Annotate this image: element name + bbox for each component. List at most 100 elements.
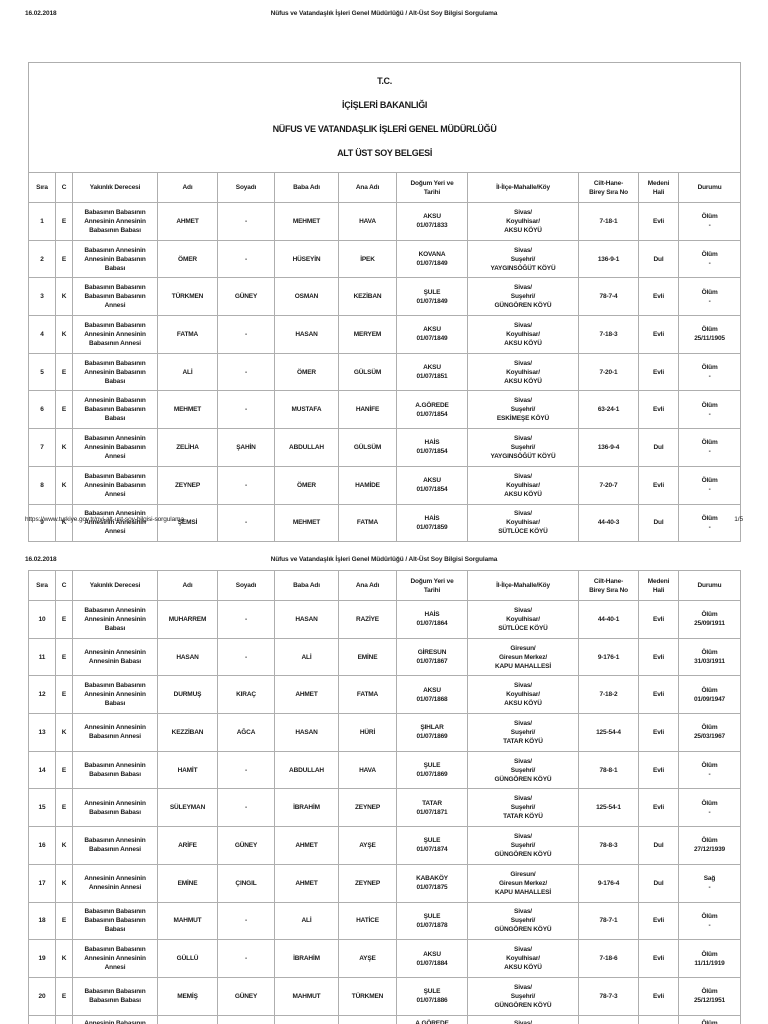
cell-durumu: Ölüm 01/09/1947 [678,675,741,715]
cell-adi: EMİNE [157,863,218,903]
table-row: 14 E Babasının Annesinin Babasının Babası H… [28,750,741,790]
cell-soyadi: - [217,390,275,430]
cell-adi [157,1014,218,1024]
cell-c: E [55,352,73,392]
cell-ana-adi: HÜRİ [338,713,397,752]
column-header-medeni-hali: Medeni Hali [638,172,679,203]
cell-cilt-hane-birey-sira-no: 78-7-3 [578,976,639,1016]
cell-dogum-yeri-ve-tarihi: ŞULE 01/07/1849 [396,277,468,317]
cell-sira [28,1014,56,1024]
cell-adi: FATMA [157,315,218,354]
cell-c: E [55,390,73,430]
cell-adi: MAHMUT [157,901,218,941]
cell-medeni-hali: Evli [638,637,679,677]
cell-medeni-hali: Dul [638,428,679,467]
table-row: 1 E Babasının Babasının Annesinin Annesini… [28,202,742,241]
cell-c [55,1014,73,1024]
cell-ana-adi: AYŞE [338,939,397,978]
cell-soyadi: GÜNEY [217,277,275,317]
cell-cilt-hane-birey-sira-no: 78-8-1 [578,750,639,790]
cell-il-ilce-mahalle-koy: Sivas/ Suşehri/ GÜNGÖREN KÖYÜ [467,826,579,865]
cell-yakinlik-derecesi: Babasının Annesinin Babasının Babası [72,750,158,790]
cell-dogum-yeri-ve-tarihi: AKSU 01/07/1854 [396,465,468,505]
cell-c: K [55,939,73,978]
cell-durumu: Ölüm - [678,788,741,828]
cell-sira: 5 [28,352,56,392]
cell-dogum-yeri-ve-tarihi: A.GÖREDE 01/07/1854 [396,390,468,430]
cell-adi: MEMİŞ [157,976,218,1016]
cell-il-ilce-mahalle-koy: Sivas/ Koyulhisar/ AKSU KÖYÜ [467,465,579,505]
cell-dogum-yeri-ve-tarihi: GİRESUN 01/07/1867 [396,637,468,677]
table-row: 12 E Babasının Babasının Annesinin Annesin… [28,675,741,715]
cell-soyadi: - [217,315,275,354]
document-title-block: T.C. İÇİŞLERİ BAKANLIĞI NÜFUS VE VATANDA… [27,62,742,173]
cell-il-ilce-mahalle-koy: Sivas/ Suşehri/ GÜNGÖREN KÖYÜ [467,976,579,1016]
cell-baba-adi [274,1014,339,1024]
cell-adi: TÜRKMEN [157,277,218,317]
cell-durumu: Ölüm - [677,277,742,317]
cell-medeni-hali: Evli [638,788,679,828]
cell-baba-adi: MAHMUT [274,976,339,1016]
cell-cilt-hane-birey-sira-no [578,1014,639,1024]
cell-il-ilce-mahalle-koy: Giresun/ Giresun Merkez/ KAPU MAHALLESİ [467,863,579,903]
cell-sira: 15 [28,788,56,828]
cell-il-ilce-mahalle-koy: Sivas/ Suşehri/ ESKİMEŞE KÖYÜ [467,390,579,430]
cell-il-ilce-mahalle-koy: Sivas/ Suşehri/ TATAR KÖYÜ [467,713,579,752]
cell-dogum-yeri-ve-tarihi: ŞULE 01/07/1874 [396,826,468,865]
cell-durumu: Ölüm - [677,465,742,505]
cell-adi: MEHMET [157,390,218,430]
column-header-soyadi: Soyadı [217,570,275,601]
cell-il-ilce-mahalle-koy: Sivas/ Suşehri/ TATAR KÖYÜ [467,788,579,828]
column-header-sira: Sıra [28,570,56,601]
cell-dogum-yeri-ve-tarihi: AKSU 01/07/1868 [396,675,468,715]
cell-il-ilce-mahalle-koy: Sivas/ Suşehri/ YAYGINSÖĞÜT KÖYÜ [467,428,579,467]
cell-sira: 8 [28,465,56,505]
cell-durumu: Ölüm - [678,901,741,941]
cell-il-ilce-mahalle-koy: Sivas/ Suşehri/ GÜNGÖREN KÖYÜ [467,750,579,790]
cell-cilt-hane-birey-sira-no: 7-20-7 [578,465,639,505]
cell-baba-adi: HÜSEYİN [274,239,339,279]
cell-cilt-hane-birey-sira-no: 7-18-2 [578,675,639,715]
cell-soyadi: - [217,637,275,677]
footer-url: https://www.turkiye.gov.tr/nvi-alt-ust-s… [25,516,184,523]
title-ministry: İÇİŞLERİ BAKANLIĞI [342,100,428,110]
cell-ana-adi: TÜRKMEN [338,976,397,1016]
cell-dogum-yeri-ve-tarihi: ŞULE 01/07/1886 [396,976,468,1016]
cell-sira: 9 [28,503,56,543]
cell-il-ilce-mahalle-koy: Sivas/ [467,1014,579,1024]
cell-medeni-hali: Evli [638,901,679,941]
footer-page-number: 1/5 [734,516,743,523]
cell-medeni-hali: Evli [638,390,679,430]
table-row: 3 K Babasının Babasının Babasının Babasını… [28,277,742,317]
cell-durumu: Ölüm - [677,390,742,430]
cell-ana-adi: RAZİYE [338,600,397,639]
cell-ana-adi: FATMA [338,503,397,543]
page1-header: 16.02.2018 Nüfus ve Vatandaşlık İşleri G… [0,10,768,22]
table-header-row: Sıra C Yakınlık Derecesi Adı Soyadı Baba Adı A… [28,172,742,203]
cell-adi: ŞEMSİ [157,503,218,543]
cell-adi: HAMİT [157,750,218,790]
cell-c: E [55,788,73,828]
cell-durumu: Ölüm 11/11/1919 [678,939,741,978]
title-document-name: ALT ÜST SOY BELGESİ [337,148,433,158]
table-row: 17 K Annesinin Annesinin Annesinin Annesi E… [28,863,741,903]
cell-baba-adi: ALİ [274,901,339,941]
cell-yakinlik-derecesi: Babasının Babasının Babasının Babası [72,976,158,1016]
cell-cilt-hane-birey-sira-no: 78-7-1 [578,901,639,941]
cell-baba-adi: MEHMET [274,503,339,543]
cell-c: E [55,976,73,1016]
cell-c: K [55,713,73,752]
column-header-durumu: Durumu [677,172,742,203]
cell-sira: 11 [28,637,56,677]
cell-ana-adi: HATİCE [338,901,397,941]
cell-baba-adi: ÖMER [274,465,339,505]
column-header-baba-adi: Baba Adı [274,570,339,601]
cell-yakinlik-derecesi: Annesinin Annesinin Annesinin Babası [72,637,158,677]
cell-baba-adi: AHMET [274,675,339,715]
cell-yakinlik-derecesi: Babasının Annesinin Annesinin Annesinin … [72,600,158,639]
cell-sira: 13 [28,713,56,752]
cell-soyadi: GÜNEY [217,826,275,865]
cell-medeni-hali: Evli [638,750,679,790]
cell-baba-adi: ALİ [274,637,339,677]
cell-ana-adi: HAMİDE [338,465,397,505]
